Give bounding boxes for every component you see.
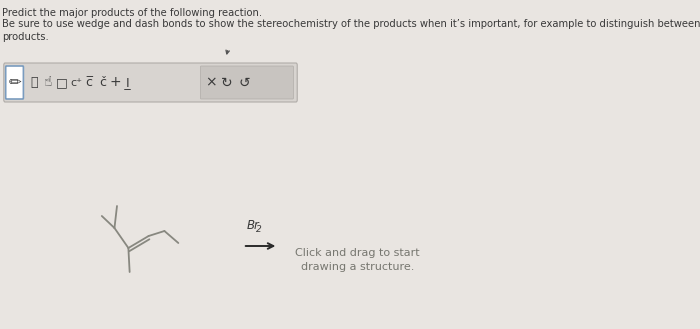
Text: □: □ [56,76,68,89]
Text: Click and drag to start
drawing a structure.: Click and drag to start drawing a struct… [295,248,419,272]
Text: Br: Br [246,219,260,232]
Text: c⁺: c⁺ [71,78,83,88]
Text: ☝: ☝ [44,75,52,89]
Text: ×: × [205,75,217,89]
Text: +: + [109,75,121,89]
Text: ↺: ↺ [238,75,250,89]
Text: Be sure to use wedge and dash bonds to show the stereochemistry of the products : Be sure to use wedge and dash bonds to s… [2,19,700,42]
Text: Predict the major products of the following reaction.: Predict the major products of the follow… [2,8,262,18]
Text: ↻: ↻ [220,75,232,89]
Text: I̲: I̲ [127,76,131,89]
Text: č: č [99,76,106,89]
Text: ␧: ␧ [30,76,38,89]
Text: c̅: c̅ [85,76,92,89]
Text: 2: 2 [256,225,261,234]
Text: ✏: ✏ [8,75,21,90]
FancyBboxPatch shape [4,63,298,102]
FancyBboxPatch shape [6,66,23,99]
FancyBboxPatch shape [200,66,293,99]
